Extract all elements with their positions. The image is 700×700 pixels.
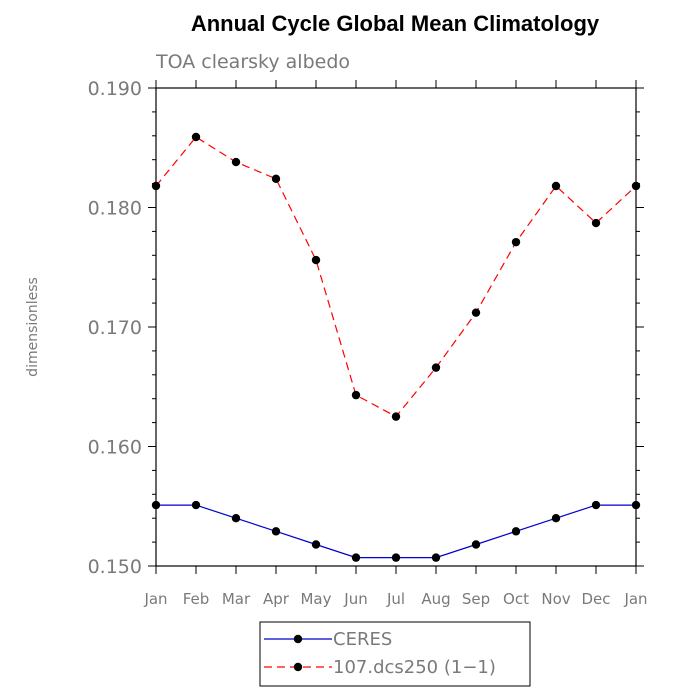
data-point: [551, 181, 561, 191]
legend-box: [259, 621, 531, 687]
x-tick-label: Jul: [386, 590, 405, 608]
data-point: [231, 514, 241, 523]
data-point: [391, 553, 401, 562]
data-point: [151, 181, 161, 191]
data-point: [231, 157, 241, 167]
series-line-0: [156, 504, 636, 559]
chart-subtitle: TOA clearsky albedo: [155, 51, 350, 73]
plot-frame: [155, 87, 637, 567]
data-point: [551, 514, 561, 523]
data-point: [631, 500, 641, 510]
x-tick-label: Mar: [222, 590, 251, 608]
y-tick-label: 0.150: [88, 556, 142, 578]
legend-label-0: CERES: [333, 629, 392, 650]
data-point: [631, 181, 641, 191]
data-point: [311, 255, 321, 265]
x-tick-label: Feb: [183, 590, 210, 608]
series-layer: [151, 132, 641, 562]
data-point: [151, 500, 161, 510]
x-tick-label: Sep: [462, 590, 490, 608]
data-point: [271, 174, 281, 184]
data-point: [471, 540, 481, 549]
data-point: [591, 500, 601, 510]
series-line-1: [155, 136, 637, 418]
data-point: [511, 527, 521, 536]
legend: CERES 107.dcs250 (1−1): [259, 621, 531, 687]
x-tick-label: Nov: [541, 590, 570, 608]
data-point: [391, 412, 401, 421]
data-point: [511, 237, 521, 247]
data-point: [351, 390, 361, 400]
data-point: [311, 540, 321, 549]
data-point: [191, 132, 201, 142]
x-tick-label: Apr: [263, 590, 290, 608]
x-tick-label: Aug: [421, 590, 450, 608]
y-tick-label: 0.180: [88, 198, 142, 220]
x-tick-label: Jan: [623, 590, 647, 608]
y-tick-label: 0.160: [88, 437, 142, 459]
y-tick-label: 0.190: [88, 78, 142, 100]
data-point: [431, 553, 441, 562]
data-point: [351, 553, 361, 562]
legend-marker: [293, 662, 303, 672]
y-tick-label: 0.170: [88, 317, 142, 339]
x-tick-label: Jun: [343, 590, 367, 608]
data-point: [471, 308, 481, 317]
legend-marker: [293, 634, 303, 644]
x-tick-label: May: [300, 590, 331, 608]
data-point: [591, 218, 601, 228]
y-axis-label: dimensionless: [25, 277, 41, 377]
data-point: [431, 363, 441, 372]
axes: 0.150 0.160 0.170 0.180 0.190 Jan Feb Mar Apr May…: [88, 78, 648, 608]
chart-title: Annual Cycle Global Mean Climatology: [191, 11, 600, 36]
data-point: [191, 500, 201, 510]
data-point: [271, 527, 281, 536]
x-tick-label: Oct: [503, 590, 529, 608]
legend-label-1: 107.dcs250 (1−1): [333, 657, 496, 678]
x-tick-label: Jan: [143, 590, 167, 608]
x-tick-label: Dec: [581, 590, 610, 608]
